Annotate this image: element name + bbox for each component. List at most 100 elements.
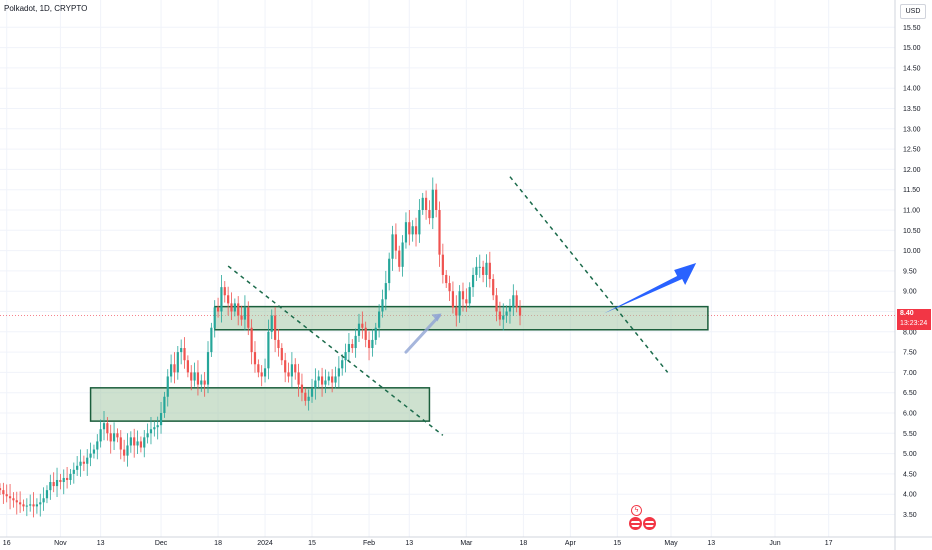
candle-body bbox=[401, 242, 404, 267]
candle-body bbox=[173, 364, 176, 373]
candle-body bbox=[320, 376, 324, 385]
resistance-zone[interactable] bbox=[213, 305, 709, 331]
candle-body bbox=[143, 437, 146, 448]
price-tick-label: 15.50 bbox=[903, 25, 921, 32]
candle-body bbox=[220, 287, 223, 312]
candle-body bbox=[0, 488, 2, 491]
candle-body bbox=[284, 360, 287, 373]
candle-body bbox=[324, 380, 327, 385]
price-tick-label: 13.00 bbox=[903, 126, 921, 133]
lightning-icon[interactable]: ϟ bbox=[631, 505, 642, 516]
candle-body bbox=[8, 496, 12, 499]
candle-body bbox=[263, 368, 267, 377]
candle-body bbox=[66, 477, 69, 480]
candle-body bbox=[465, 299, 468, 304]
trendline-2[interactable] bbox=[509, 176, 669, 373]
candle-body bbox=[418, 210, 421, 235]
candle-body bbox=[22, 504, 25, 507]
price-tick-label: 8.00 bbox=[903, 329, 917, 336]
time-tick-label: 2024 bbox=[257, 540, 273, 547]
forecast-arrow[interactable] bbox=[603, 263, 697, 314]
candle-body bbox=[354, 335, 357, 349]
support-zone[interactable] bbox=[89, 387, 431, 422]
candle-body bbox=[133, 437, 136, 446]
candle-body bbox=[79, 461, 82, 466]
candle-body bbox=[475, 266, 478, 275]
candle-body bbox=[297, 372, 300, 385]
projection-arrow-head bbox=[431, 313, 442, 322]
candle-body bbox=[438, 210, 441, 255]
time-tick-label: Mar bbox=[460, 540, 473, 547]
candle-body bbox=[240, 315, 243, 320]
candle-body bbox=[458, 291, 461, 316]
candle-body bbox=[129, 437, 132, 446]
candle-body bbox=[19, 502, 22, 505]
candle-body bbox=[35, 504, 39, 507]
candle-body bbox=[364, 327, 367, 340]
candle-body bbox=[163, 396, 166, 413]
candle-body bbox=[351, 343, 354, 349]
candle-body bbox=[230, 303, 233, 312]
candle-body bbox=[347, 343, 351, 353]
candle-body bbox=[327, 376, 330, 381]
candle-body bbox=[307, 396, 310, 401]
candle-body bbox=[139, 441, 143, 448]
candle-body bbox=[384, 283, 387, 300]
candle-body bbox=[123, 449, 126, 456]
candle-body bbox=[485, 262, 488, 275]
candle-body bbox=[498, 311, 501, 320]
candle-body bbox=[505, 311, 508, 316]
candle-body bbox=[518, 307, 522, 316]
bar-countdown: 13:23:24 bbox=[900, 320, 928, 327]
time-tick-label: 17 bbox=[825, 540, 833, 547]
candle-body bbox=[247, 307, 250, 328]
us-flag-icon[interactable] bbox=[643, 517, 656, 530]
candle-body bbox=[495, 295, 498, 312]
candle-body bbox=[482, 266, 485, 275]
candle-body bbox=[109, 433, 112, 442]
candle-body bbox=[96, 441, 99, 450]
candle-body bbox=[270, 315, 273, 332]
price-tick-label: 7.50 bbox=[903, 350, 917, 357]
candle-body bbox=[233, 303, 236, 312]
time-tick-label: Dec bbox=[155, 540, 168, 547]
candle-body bbox=[45, 490, 49, 499]
candle-body bbox=[76, 465, 79, 470]
candle-body bbox=[180, 348, 183, 353]
price-tick-label: 4.00 bbox=[903, 492, 917, 499]
candle-body bbox=[32, 504, 35, 507]
candle-body bbox=[243, 307, 247, 320]
candle-body bbox=[421, 197, 424, 210]
candle-body bbox=[29, 504, 32, 506]
candle-body bbox=[99, 429, 102, 442]
candle-body bbox=[112, 433, 116, 442]
currency-button[interactable]: USD bbox=[900, 4, 926, 19]
candle-body bbox=[334, 376, 337, 383]
candle-body bbox=[492, 279, 495, 296]
candle-body bbox=[62, 477, 65, 483]
time-tick-label: Feb bbox=[363, 540, 375, 547]
trendline-1[interactable] bbox=[227, 265, 444, 436]
candle-body bbox=[451, 291, 455, 308]
candle-body bbox=[223, 287, 226, 296]
candle-body bbox=[391, 234, 394, 259]
chart-title: Polkadot, 1D, CRYPTO bbox=[4, 4, 88, 13]
candle-body bbox=[424, 197, 428, 210]
us-flag-icon[interactable] bbox=[629, 517, 642, 530]
candle-body bbox=[52, 482, 55, 487]
candle-body bbox=[394, 234, 397, 251]
candle-body bbox=[86, 457, 89, 464]
candle-body bbox=[92, 449, 96, 454]
candle-body bbox=[408, 222, 411, 235]
candle-body bbox=[146, 433, 149, 438]
candle-body bbox=[149, 429, 153, 434]
price-tick-label: 5.00 bbox=[903, 451, 917, 458]
time-tick-label: 13 bbox=[405, 540, 413, 547]
price-tick-label: 6.50 bbox=[903, 390, 917, 397]
candle-body bbox=[227, 295, 230, 304]
last-price-value: 8.40 bbox=[900, 310, 914, 317]
candle-body bbox=[290, 364, 293, 377]
time-tick-label: 18 bbox=[214, 540, 222, 547]
